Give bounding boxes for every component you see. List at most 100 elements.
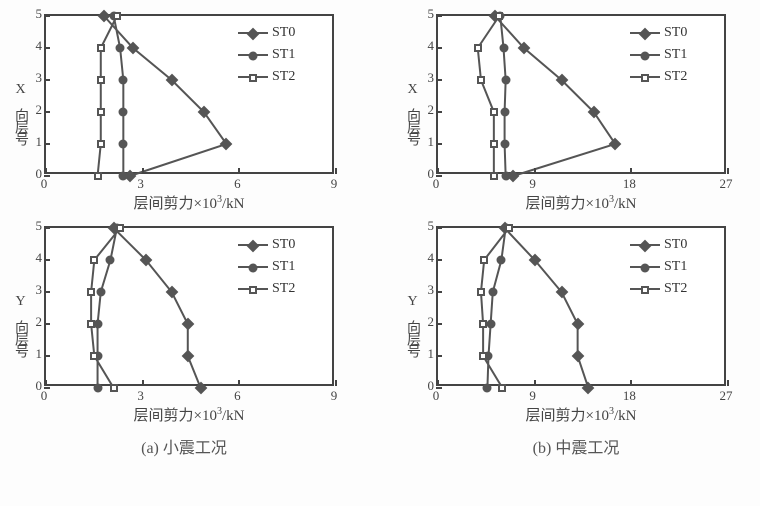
legend-item-st1: ST1 bbox=[238, 44, 326, 66]
square-icon bbox=[480, 256, 488, 264]
circle-icon bbox=[119, 108, 128, 117]
y-tick-label: 1 bbox=[428, 346, 435, 362]
square-icon bbox=[641, 74, 649, 82]
y-tick-label: 3 bbox=[428, 70, 435, 86]
plot-area: ST0 ST1 ST2 bbox=[44, 226, 334, 386]
series-line-st2 bbox=[91, 228, 120, 388]
panel-b-bottom: Y 向层号 ST0 ST1 ST2 012345 091827 层间剪力×103… bbox=[400, 220, 740, 430]
circle-icon bbox=[249, 52, 258, 61]
x-ticks: 0369 bbox=[44, 176, 334, 192]
xlabel: 层间剪力×103/kN bbox=[44, 192, 334, 213]
square-icon bbox=[249, 286, 257, 294]
x-tick-label: 9 bbox=[529, 388, 536, 404]
series-line-st2 bbox=[478, 16, 499, 176]
diamond-icon bbox=[247, 240, 260, 253]
circle-icon bbox=[501, 76, 510, 85]
y-tick-label: 4 bbox=[36, 38, 43, 54]
y-ticks: 012345 bbox=[24, 226, 42, 386]
y-tick-label: 5 bbox=[36, 218, 43, 234]
x-tick-label: 3 bbox=[137, 388, 144, 404]
circle-icon bbox=[486, 320, 495, 329]
square-icon bbox=[97, 140, 105, 148]
panel-a-bottom: Y 向层号 ST0 ST1 ST2 012345 0369 层间剪力×103/k… bbox=[8, 220, 348, 430]
x-tick-label: 9 bbox=[529, 176, 536, 192]
diamond-icon bbox=[247, 28, 260, 41]
legend-label: ST2 bbox=[664, 69, 687, 85]
x-ticks: 091827 bbox=[436, 388, 726, 404]
x-tick-label: 9 bbox=[331, 176, 338, 192]
square-icon bbox=[97, 44, 105, 52]
legend-label: ST0 bbox=[272, 25, 295, 41]
x-tick-label: 9 bbox=[331, 388, 338, 404]
xlabel: 层间剪力×103/kN bbox=[436, 192, 726, 213]
series-line-st0 bbox=[505, 228, 589, 388]
y-tick-label: 4 bbox=[428, 38, 435, 54]
y-tick-label: 3 bbox=[36, 282, 43, 298]
legend-label: ST0 bbox=[272, 237, 295, 253]
square-icon bbox=[90, 256, 98, 264]
legend: ST0 ST1 ST2 bbox=[238, 22, 326, 88]
y-tick-label: 2 bbox=[36, 102, 43, 118]
plot-area: ST0 ST1 ST2 bbox=[44, 14, 334, 174]
square-icon bbox=[116, 224, 124, 232]
circle-icon bbox=[249, 264, 258, 273]
xlabel: 层间剪力×103/kN bbox=[44, 404, 334, 425]
square-icon bbox=[97, 108, 105, 116]
series-line-st1 bbox=[114, 16, 124, 176]
x-ticks: 0369 bbox=[44, 388, 334, 404]
circle-icon bbox=[116, 44, 125, 53]
square-icon bbox=[479, 352, 487, 360]
y-tick-label: 3 bbox=[428, 282, 435, 298]
y-tick-label: 2 bbox=[428, 314, 435, 330]
series-line-st2 bbox=[481, 228, 509, 388]
circle-icon bbox=[499, 44, 508, 53]
plot-area: ST0 ST1 ST2 bbox=[436, 14, 726, 174]
square-icon bbox=[479, 320, 487, 328]
legend-item-st0: ST0 bbox=[238, 22, 326, 44]
x-tick-label: 18 bbox=[623, 388, 636, 404]
circle-icon bbox=[488, 288, 497, 297]
legend-label: ST0 bbox=[664, 237, 687, 253]
figure-grid: X 向层号 ST0 ST1 ST2 012345 0369 层间剪力×103/k bbox=[8, 8, 752, 458]
square-icon bbox=[490, 140, 498, 148]
circle-icon bbox=[119, 76, 128, 85]
x-ticks: 091827 bbox=[436, 176, 726, 192]
x-tick-label: 18 bbox=[623, 176, 636, 192]
legend-label: ST2 bbox=[664, 281, 687, 297]
legend-label: ST1 bbox=[664, 47, 687, 63]
y-ticks: 012345 bbox=[416, 226, 434, 386]
circle-icon bbox=[106, 256, 115, 265]
circle-icon bbox=[500, 108, 509, 117]
series-line-st0 bbox=[495, 16, 615, 176]
y-tick-label: 1 bbox=[36, 134, 43, 150]
square-icon bbox=[90, 352, 98, 360]
legend-label: ST2 bbox=[272, 281, 295, 297]
circle-icon bbox=[497, 256, 506, 265]
circle-icon bbox=[641, 264, 650, 273]
x-tick-label: 6 bbox=[234, 388, 241, 404]
diamond-icon bbox=[639, 28, 652, 41]
y-tick-label: 3 bbox=[36, 70, 43, 86]
caption-a: (a) 小震工况 bbox=[8, 432, 360, 458]
y-tick-label: 4 bbox=[428, 250, 435, 266]
square-icon bbox=[505, 224, 513, 232]
legend: ST0 ST1 ST2 bbox=[238, 234, 326, 300]
x-tick-label: 0 bbox=[41, 388, 48, 404]
square-icon bbox=[474, 44, 482, 52]
xlabel: 层间剪力×103/kN bbox=[436, 404, 726, 425]
square-icon bbox=[97, 76, 105, 84]
circle-icon bbox=[96, 288, 105, 297]
legend: ST0 ST1 ST2 bbox=[630, 234, 718, 300]
square-icon bbox=[87, 288, 95, 296]
legend-label: ST1 bbox=[272, 259, 295, 275]
legend-item-st2: ST2 bbox=[238, 66, 326, 88]
y-tick-label: 2 bbox=[428, 102, 435, 118]
y-tick-label: 5 bbox=[36, 6, 43, 22]
x-tick-label: 0 bbox=[41, 176, 48, 192]
y-tick-label: 5 bbox=[428, 6, 435, 22]
y-tick-label: 1 bbox=[36, 346, 43, 362]
y-ticks: 012345 bbox=[24, 14, 42, 174]
square-icon bbox=[641, 286, 649, 294]
legend-label: ST1 bbox=[272, 47, 295, 63]
legend-label: ST2 bbox=[272, 69, 295, 85]
